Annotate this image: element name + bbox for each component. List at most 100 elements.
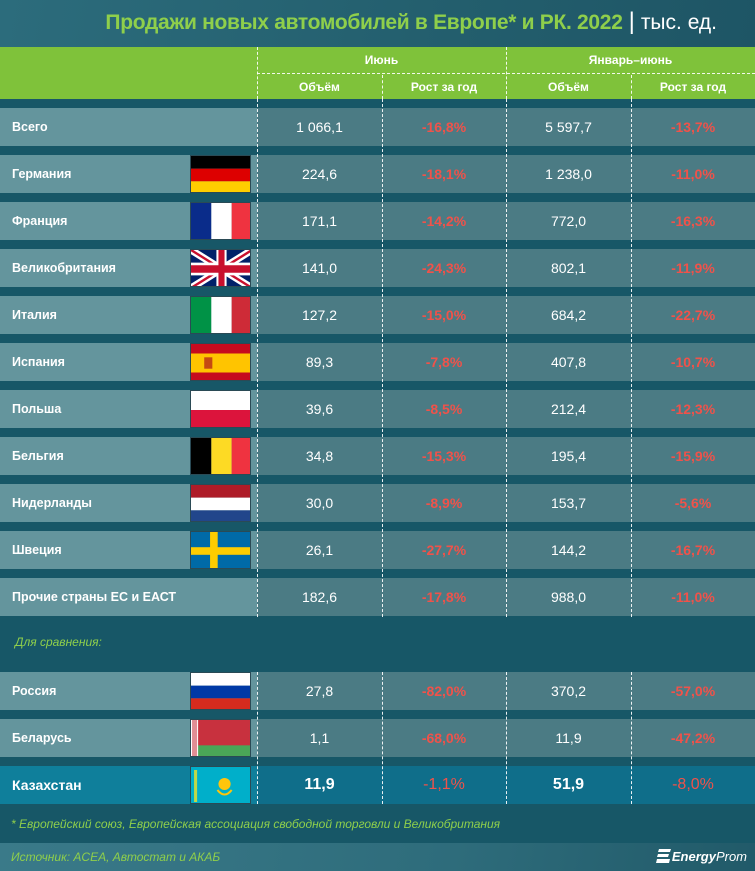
june-volume: 182,6 bbox=[257, 578, 382, 616]
june-growth: -8,5% bbox=[382, 390, 506, 428]
ytd-growth: -8,0% bbox=[631, 766, 755, 804]
table-row: Франция 171,1 -14,2% 772,0 -16,3% bbox=[0, 202, 755, 240]
header-group-jan-jun: Январь–июнь bbox=[588, 53, 673, 67]
table-row-compare: Россия 27,8 -82,0% 370,2 -57,0% bbox=[0, 672, 755, 710]
source-bar: Источник: ACEA, Автостат и АКАБ EnergyPr… bbox=[0, 843, 755, 871]
ytd-volume: 370,2 bbox=[506, 672, 631, 710]
june-growth: -15,3% bbox=[382, 437, 506, 475]
column-divider bbox=[506, 47, 507, 99]
column-divider bbox=[631, 672, 632, 804]
table-row-kazakhstan: Казахстан 11,9 -1,1% 51,9 -8,0% bbox=[0, 766, 755, 804]
logo-text: EnergyProm bbox=[672, 849, 747, 864]
belarus-flag-icon bbox=[190, 719, 251, 757]
belgium-flag-icon bbox=[190, 437, 251, 475]
june-growth: -8,9% bbox=[382, 484, 506, 522]
june-volume: 171,1 bbox=[257, 202, 382, 240]
ytd-volume: 802,1 bbox=[506, 249, 631, 287]
header-group-june: Июнь bbox=[364, 53, 399, 67]
table-body: Всего 1 066,1 -16,8% 5 597,7 -13,7% Герм… bbox=[0, 99, 755, 811]
table-row-other: Прочие страны ЕС и ЕАСТ 182,6 -17,8% 988… bbox=[0, 578, 755, 616]
column-divider bbox=[506, 672, 507, 804]
ytd-growth: -11,0% bbox=[631, 155, 755, 193]
logo-text-light: Prom bbox=[715, 848, 747, 864]
column-divider bbox=[506, 99, 507, 617]
ytd-growth: -5,6% bbox=[631, 484, 755, 522]
june-growth: -27,7% bbox=[382, 531, 506, 569]
june-volume: 224,6 bbox=[257, 155, 382, 193]
source-text: Источник: ACEA, Автостат и АКАБ bbox=[11, 850, 221, 864]
header-ytd-growth: Рост за год bbox=[659, 80, 727, 94]
germany-flag-icon bbox=[190, 155, 251, 193]
russia-flag-icon bbox=[190, 672, 251, 710]
poland-flag-icon bbox=[190, 390, 251, 428]
june-volume: 1,1 bbox=[257, 719, 382, 757]
country-label: Всего bbox=[0, 108, 257, 146]
ytd-growth: -57,0% bbox=[631, 672, 755, 710]
column-divider bbox=[631, 99, 632, 617]
logo-text-bold: Energy bbox=[671, 848, 716, 864]
june-growth: -24,3% bbox=[382, 249, 506, 287]
column-divider bbox=[257, 47, 258, 99]
country-label: Прочие страны ЕС и ЕАСТ bbox=[0, 578, 257, 616]
header-ytd-volume: Объём bbox=[548, 80, 589, 94]
ytd-growth: -47,2% bbox=[631, 719, 755, 757]
ytd-growth: -16,7% bbox=[631, 531, 755, 569]
column-divider bbox=[631, 75, 632, 99]
chart-title: Продажи новых автомобилей в Европе* и РК… bbox=[105, 11, 623, 34]
ytd-growth: -15,9% bbox=[631, 437, 755, 475]
table-row: Великобритания 141,0 -24,3% 802,1 -11,9% bbox=[0, 249, 755, 287]
table-row: Испания 89,3 -7,8% 407,8 -10,7% bbox=[0, 343, 755, 381]
june-growth: -82,0% bbox=[382, 672, 506, 710]
ytd-growth: -16,3% bbox=[631, 202, 755, 240]
table-row: Бельгия 34,8 -15,3% 195,4 -15,9% bbox=[0, 437, 755, 475]
comparison-label: Для сравнения: bbox=[15, 635, 102, 649]
ytd-volume: 51,9 bbox=[506, 766, 631, 804]
june-volume: 34,8 bbox=[257, 437, 382, 475]
column-divider bbox=[257, 672, 258, 804]
june-growth: -68,0% bbox=[382, 719, 506, 757]
kazakhstan-flag-icon bbox=[190, 766, 251, 804]
ytd-growth: -12,3% bbox=[631, 390, 755, 428]
table-row-total: Всего 1 066,1 -16,8% 5 597,7 -13,7% bbox=[0, 108, 755, 146]
column-divider bbox=[382, 99, 383, 617]
table-header: Июнь Январь–июнь Объём Рост за год Объём… bbox=[0, 47, 755, 99]
ytd-volume: 5 597,7 bbox=[506, 108, 631, 146]
column-divider bbox=[382, 672, 383, 804]
table-row-compare: Беларусь 1,1 -68,0% 11,9 -47,2% bbox=[0, 719, 755, 757]
table-row: Нидерланды 30,0 -8,9% 153,7 -5,6% bbox=[0, 484, 755, 522]
ytd-volume: 988,0 bbox=[506, 578, 631, 616]
june-growth: -1,1% bbox=[382, 766, 506, 804]
june-volume: 30,0 bbox=[257, 484, 382, 522]
ytd-volume: 212,4 bbox=[506, 390, 631, 428]
june-growth: -18,1% bbox=[382, 155, 506, 193]
june-growth: -14,2% bbox=[382, 202, 506, 240]
ytd-volume: 11,9 bbox=[506, 719, 631, 757]
ytd-volume: 195,4 bbox=[506, 437, 631, 475]
unit-label: тыс. ед. bbox=[640, 11, 717, 34]
june-volume: 89,3 bbox=[257, 343, 382, 381]
june-volume: 27,8 bbox=[257, 672, 382, 710]
table-row: Германия 224,6 -18,1% 1 238,0 -11,0% bbox=[0, 155, 755, 193]
june-growth: -7,8% bbox=[382, 343, 506, 381]
june-volume: 26,1 bbox=[257, 531, 382, 569]
ytd-volume: 407,8 bbox=[506, 343, 631, 381]
column-divider bbox=[382, 75, 383, 99]
ytd-growth: -11,9% bbox=[631, 249, 755, 287]
title-bar: Продажи новых автомобилей в Европе* и РК… bbox=[0, 0, 755, 47]
june-growth: -17,8% bbox=[382, 578, 506, 616]
ytd-volume: 153,7 bbox=[506, 484, 631, 522]
ytd-volume: 1 238,0 bbox=[506, 155, 631, 193]
ytd-volume: 684,2 bbox=[506, 296, 631, 334]
energyprom-logo-icon bbox=[655, 849, 671, 863]
column-divider bbox=[257, 99, 258, 617]
sweden-flag-icon bbox=[190, 531, 251, 569]
june-growth: -16,8% bbox=[382, 108, 506, 146]
ytd-growth: -11,0% bbox=[631, 578, 755, 616]
table-row: Швеция 26,1 -27,7% 144,2 -16,7% bbox=[0, 531, 755, 569]
title-separator: | bbox=[628, 8, 635, 35]
netherlands-flag-icon bbox=[190, 484, 251, 522]
italy-flag-icon bbox=[190, 296, 251, 334]
june-volume: 11,9 bbox=[257, 766, 382, 804]
energyprom-logo: EnergyProm bbox=[655, 848, 747, 864]
table-row: Италия 127,2 -15,0% 684,2 -22,7% bbox=[0, 296, 755, 334]
